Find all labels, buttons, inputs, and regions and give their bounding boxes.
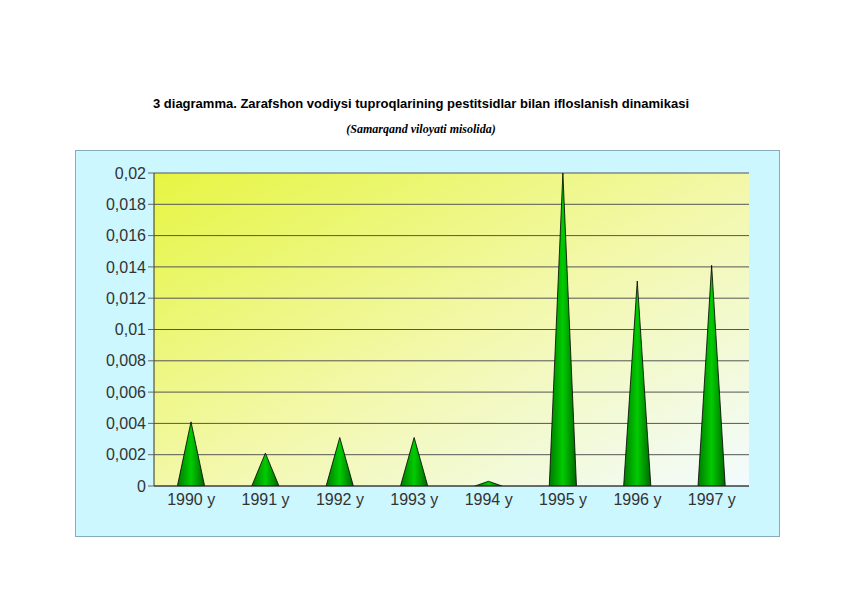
svg-text:0,014: 0,014 xyxy=(106,259,146,276)
svg-text:0,01: 0,01 xyxy=(115,321,146,338)
svg-text:1991 y: 1991 y xyxy=(242,491,290,508)
svg-text:0,018: 0,018 xyxy=(106,196,146,213)
svg-text:1993 y: 1993 y xyxy=(390,491,438,508)
html-text:3 diagramma. Zarafshon vodiysi: 3 diagramma. Zarafshon vodiysi tuproqlar… xyxy=(153,96,689,111)
svg-text:0,012: 0,012 xyxy=(106,290,146,307)
svg-text:0,016: 0,016 xyxy=(106,227,146,244)
svg-text:0: 0 xyxy=(137,478,146,495)
svg-text:1992 y: 1992 y xyxy=(316,491,364,508)
svg-text:1990 y: 1990 y xyxy=(167,491,215,508)
svg-text:0,02: 0,02 xyxy=(115,165,146,182)
html-text:(Samarqand viloyati misolida): (Samarqand viloyati misolida) xyxy=(346,122,496,136)
svg-text:0,008: 0,008 xyxy=(106,352,146,369)
svg-text:0,004: 0,004 xyxy=(106,415,146,432)
svg-text:1996 y: 1996 y xyxy=(613,491,661,508)
svg-text:0,002: 0,002 xyxy=(106,446,146,463)
svg-text:1997 y: 1997 y xyxy=(688,491,736,508)
svg-text:1995 y: 1995 y xyxy=(539,491,587,508)
svg-text:1994 y: 1994 y xyxy=(465,491,513,508)
svg-text:0,006: 0,006 xyxy=(106,384,146,401)
